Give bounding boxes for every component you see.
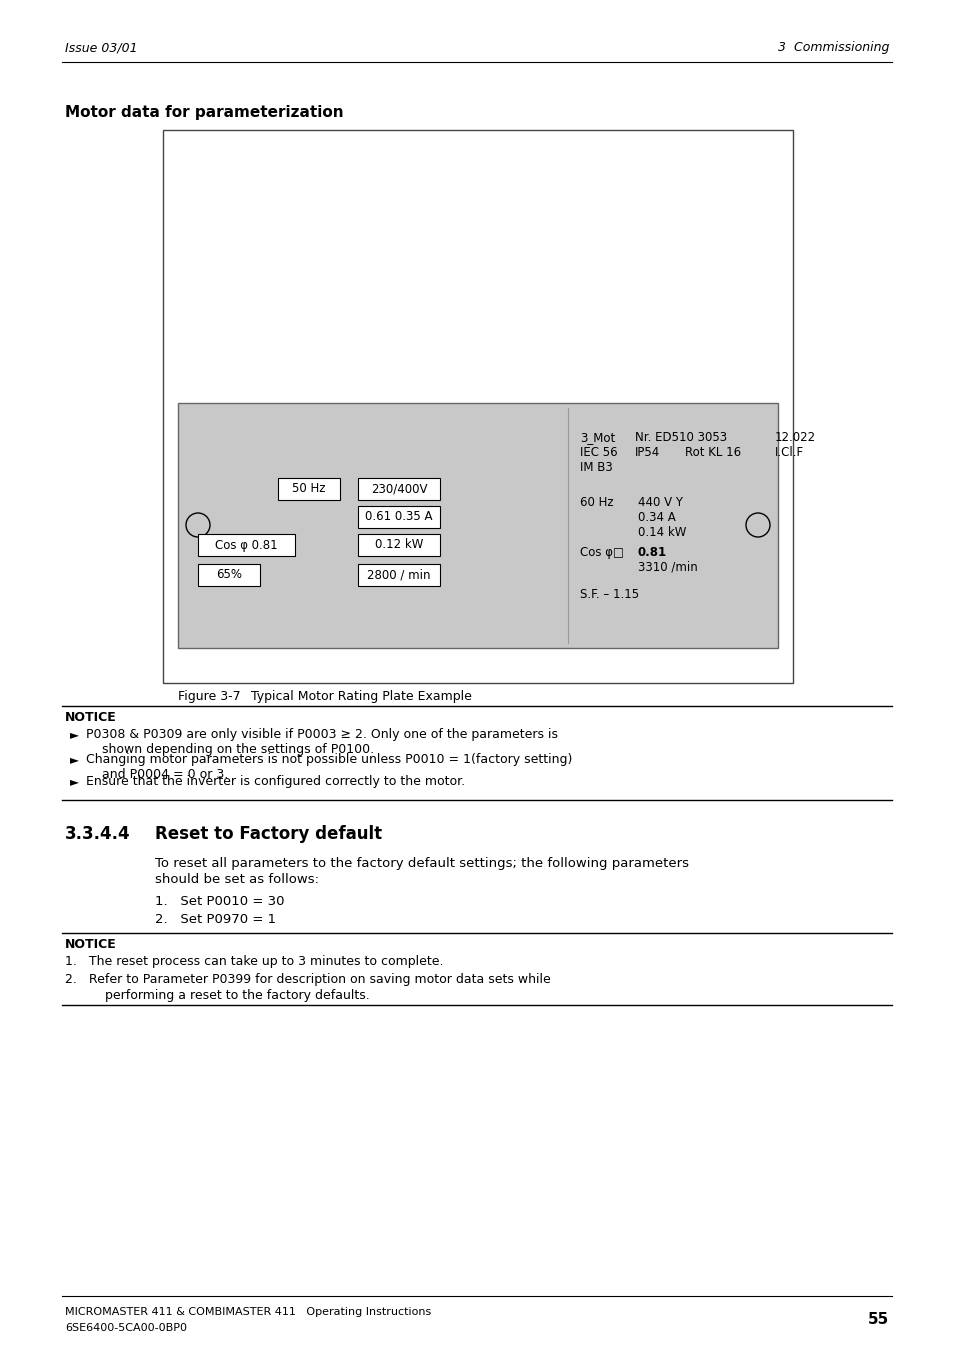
Text: 1.   Set P0010 = 30: 1. Set P0010 = 30 xyxy=(154,894,284,908)
Circle shape xyxy=(562,281,578,297)
Text: Issue 03/01: Issue 03/01 xyxy=(65,42,137,54)
Text: 50 Hz: 50 Hz xyxy=(292,482,325,496)
Text: 6SE6400-5CA00-0BP0: 6SE6400-5CA00-0BP0 xyxy=(65,1323,187,1333)
Text: 0.12 kW: 0.12 kW xyxy=(375,539,423,551)
Text: Reset to Factory default: Reset to Factory default xyxy=(154,825,382,843)
Text: 230/400V: 230/400V xyxy=(371,482,427,496)
Circle shape xyxy=(502,234,613,345)
Text: 65%: 65% xyxy=(215,569,242,581)
Bar xyxy=(277,478,339,500)
Text: P0308 & P0309 are only visible if P0003 ≥ 2. Only one of the parameters is
    s: P0308 & P0309 are only visible if P0003 … xyxy=(86,728,558,757)
Text: IP54: IP54 xyxy=(635,446,659,459)
Text: 440 V Y: 440 V Y xyxy=(638,496,682,509)
Bar xyxy=(357,563,439,586)
Text: 3.3.4.4: 3.3.4.4 xyxy=(65,825,131,843)
Text: Rot KL 16: Rot KL 16 xyxy=(684,446,740,459)
Text: IM B3: IM B3 xyxy=(579,461,612,474)
Text: 3  Commissioning: 3 Commissioning xyxy=(777,42,888,54)
Text: P0305: P0305 xyxy=(354,662,390,676)
Text: 0.14 kW: 0.14 kW xyxy=(638,526,685,539)
Text: Cos φ□: Cos φ□ xyxy=(579,546,623,559)
Text: P0311: P0311 xyxy=(399,662,436,676)
Text: Cos φ 0.81: Cos φ 0.81 xyxy=(215,539,277,551)
Text: P0304: P0304 xyxy=(396,377,433,390)
Bar xyxy=(439,192,516,232)
Text: Figure 3-7: Figure 3-7 xyxy=(178,690,240,703)
Text: Motor data for parameterization: Motor data for parameterization xyxy=(65,104,343,119)
Bar xyxy=(198,563,260,586)
Text: MICROMASTER 411 & COMBIMASTER 411   Operating Instructions: MICROMASTER 411 & COMBIMASTER 411 Operat… xyxy=(65,1306,431,1317)
Text: Typical Motor Rating Plate Example: Typical Motor Rating Plate Example xyxy=(234,690,472,703)
Text: 0.34 A: 0.34 A xyxy=(638,511,675,524)
Text: Nr. ED510 3053: Nr. ED510 3053 xyxy=(635,431,726,444)
Bar xyxy=(373,340,582,355)
Text: 1.   The reset process can take up to 3 minutes to complete.: 1. The reset process can take up to 3 mi… xyxy=(65,955,443,969)
Text: IEC 56: IEC 56 xyxy=(579,446,617,459)
Text: performing a reset to the factory defaults.: performing a reset to the factory defaul… xyxy=(65,989,370,1002)
Text: I.Cl.F: I.Cl.F xyxy=(774,446,803,459)
Bar xyxy=(198,534,294,557)
Circle shape xyxy=(332,232,443,345)
Text: P0308: P0308 xyxy=(232,377,268,390)
Circle shape xyxy=(486,205,504,223)
Text: ►: ► xyxy=(70,728,79,740)
Text: 12.022: 12.022 xyxy=(774,431,815,444)
Text: 60 Hz: 60 Hz xyxy=(579,496,613,509)
Text: P0310: P0310 xyxy=(292,377,328,390)
Text: 3_Mot: 3_Mot xyxy=(579,431,615,444)
Bar xyxy=(377,353,402,365)
Text: NOTICE: NOTICE xyxy=(65,711,116,724)
Text: 2.   Set P0970 = 1: 2. Set P0970 = 1 xyxy=(154,913,275,925)
Bar xyxy=(357,534,439,557)
Text: To reset all parameters to the factory default settings; the following parameter: To reset all parameters to the factory d… xyxy=(154,857,688,870)
Text: 0.81: 0.81 xyxy=(638,546,666,559)
Text: should be set as follows:: should be set as follows: xyxy=(154,873,318,886)
Text: 2800 / min: 2800 / min xyxy=(367,569,431,581)
Circle shape xyxy=(451,205,469,223)
Text: P0309: P0309 xyxy=(232,662,268,676)
Text: ►: ► xyxy=(70,753,79,766)
Text: 2.   Refer to Parameter P0399 for description on saving motor data sets while: 2. Refer to Parameter P0399 for descript… xyxy=(65,973,550,986)
Text: P0307: P0307 xyxy=(444,662,481,676)
Bar xyxy=(357,478,439,500)
Text: S.F. – 1.15: S.F. – 1.15 xyxy=(579,588,639,601)
Text: Changing motor parameters is not possible unless P0010 = 1(factory setting)
    : Changing motor parameters is not possibl… xyxy=(86,753,572,781)
Text: 3310 /min: 3310 /min xyxy=(638,561,697,574)
Text: 0.61 0.35 A: 0.61 0.35 A xyxy=(365,511,433,523)
Text: NOTICE: NOTICE xyxy=(65,938,116,951)
Bar xyxy=(357,507,439,528)
Text: 55: 55 xyxy=(867,1313,888,1328)
Bar xyxy=(553,353,578,365)
Text: Ensure that the inverter is configured correctly to the motor.: Ensure that the inverter is configured c… xyxy=(86,775,465,788)
Text: ►: ► xyxy=(70,775,79,788)
FancyBboxPatch shape xyxy=(379,232,565,345)
